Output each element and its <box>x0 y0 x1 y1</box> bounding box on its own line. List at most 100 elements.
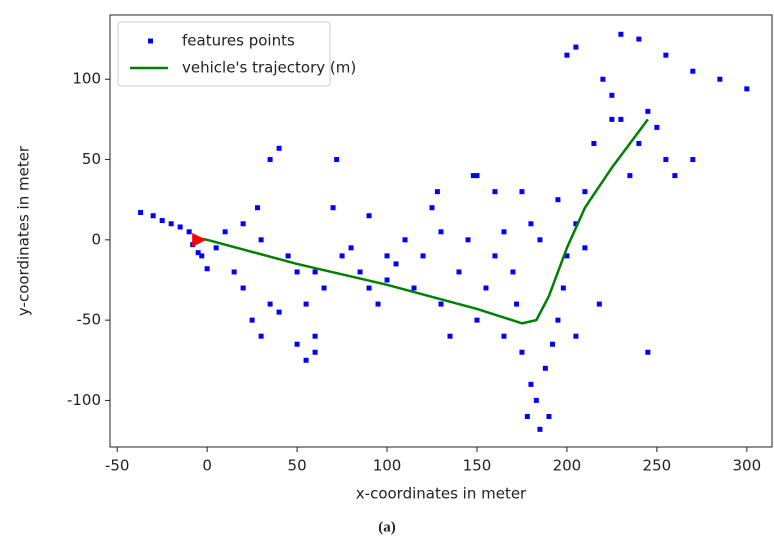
feature-point <box>519 349 525 355</box>
feature-point <box>582 245 588 251</box>
legend-swatch <box>148 38 153 44</box>
feature-point <box>492 189 498 195</box>
feature-point <box>339 253 345 259</box>
feature-point <box>177 224 183 230</box>
feature-point <box>654 124 660 130</box>
feature-point <box>573 333 579 339</box>
feature-point <box>258 237 264 243</box>
legend-label: vehicle's trajectory (m) <box>182 59 356 77</box>
feature-point <box>600 76 606 82</box>
feature-point <box>366 285 372 291</box>
feature-point <box>240 285 246 291</box>
feature-point <box>199 253 205 259</box>
feature-point <box>483 285 489 291</box>
feature-point <box>618 116 624 122</box>
feature-point <box>249 317 255 323</box>
feature-point <box>690 68 696 74</box>
feature-point <box>560 285 566 291</box>
x-tick-label: 300 <box>732 457 761 475</box>
feature-point <box>528 221 534 227</box>
feature-point <box>348 245 354 251</box>
feature-point <box>204 266 210 272</box>
feature-point <box>294 269 300 275</box>
feature-point <box>303 357 309 363</box>
y-tick-label: 0 <box>91 230 101 248</box>
x-tick-label: 50 <box>288 457 307 475</box>
feature-point <box>573 221 579 227</box>
feature-point <box>514 301 520 307</box>
feature-point <box>627 173 633 179</box>
feature-point <box>429 205 435 211</box>
y-tick-label: -100 <box>67 391 101 409</box>
x-tick-label: 150 <box>463 457 492 475</box>
feature-point <box>542 365 548 371</box>
feature-point <box>582 189 588 195</box>
feature-point <box>168 221 174 227</box>
feature-point <box>663 157 669 163</box>
feature-point <box>609 92 615 98</box>
feature-point <box>555 197 561 203</box>
feature-point <box>434 189 440 195</box>
start-marker <box>192 232 207 247</box>
feature-point <box>533 397 539 403</box>
legend-box <box>117 21 331 87</box>
feature-point <box>609 116 615 122</box>
feature-point <box>267 157 273 163</box>
feature-point <box>186 229 192 235</box>
feature-point <box>384 277 390 283</box>
feature-point <box>276 309 282 315</box>
feature-point <box>501 229 507 235</box>
feature-point <box>438 229 444 235</box>
feature-point <box>375 301 381 307</box>
caption: (a) <box>378 519 396 535</box>
feature-point <box>645 108 651 114</box>
feature-point <box>420 253 426 259</box>
feature-point <box>285 253 291 259</box>
feature-point <box>330 205 336 211</box>
feature-point <box>636 36 642 42</box>
feature-point <box>524 413 530 419</box>
feature-point <box>312 269 318 275</box>
feature-point <box>672 173 678 179</box>
feature-point <box>519 189 525 195</box>
feature-point <box>470 173 476 179</box>
feature-point <box>303 301 309 307</box>
x-axis-label: x-coordinates in meter <box>356 485 527 503</box>
feature-point <box>744 86 750 92</box>
feature-point <box>276 145 282 151</box>
feature-point <box>411 285 417 291</box>
feature-point <box>636 140 642 146</box>
feature-point <box>555 317 561 323</box>
feature-point <box>546 413 552 419</box>
feature-point <box>312 333 318 339</box>
x-tick-label: 0 <box>202 457 212 475</box>
feature-point <box>240 221 246 227</box>
feature-point <box>618 31 624 37</box>
feature-point <box>528 381 534 387</box>
x-tick-label: -50 <box>105 457 130 475</box>
feature-point <box>564 253 570 259</box>
feature-point <box>159 218 165 224</box>
feature-point <box>474 173 480 179</box>
feature-point <box>438 301 444 307</box>
feature-point <box>222 229 228 235</box>
feature-point <box>537 237 543 243</box>
feature-point <box>357 269 363 275</box>
feature-point <box>690 157 696 163</box>
y-tick-label: -50 <box>77 311 102 329</box>
feature-point <box>510 269 516 275</box>
feature-point <box>564 52 570 58</box>
y-tick-label: 100 <box>72 70 101 88</box>
feature-point <box>591 140 597 146</box>
feature-point <box>213 245 219 251</box>
x-tick-label: 250 <box>643 457 672 475</box>
feature-point <box>447 333 453 339</box>
trajectory-line <box>197 118 649 325</box>
feature-point <box>150 213 156 219</box>
feature-point <box>231 269 237 275</box>
feature-point <box>321 285 327 291</box>
feature-point <box>717 76 723 82</box>
feature-point <box>258 333 264 339</box>
